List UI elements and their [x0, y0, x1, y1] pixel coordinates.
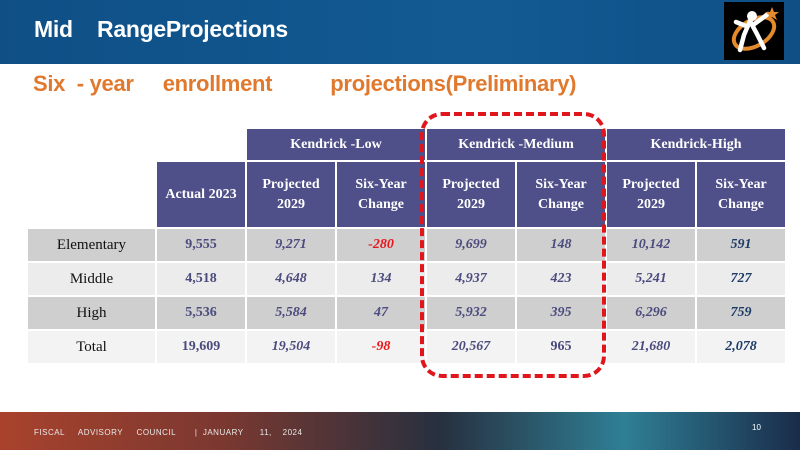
actual-value: 19,609 [157, 331, 245, 363]
row-label: Elementary [28, 229, 155, 261]
footer-text: FISCAL ADVISORY COUNCIL | JANUARY 11, 20… [34, 428, 303, 437]
high-change-value: 727 [697, 263, 785, 295]
high-change-value: 2,078 [697, 331, 785, 363]
sub-header-row: Actual 2023 Projected 2029 Six-Year Change… [28, 162, 785, 227]
group-header-high: Kendrick-High [607, 129, 785, 160]
low-change-header: Six-Year Change [337, 162, 425, 227]
high-projected-value: 10,142 [607, 229, 695, 261]
low-change-value: -280 [337, 229, 425, 261]
medium-change-value: 395 [517, 297, 605, 329]
low-change-value: 134 [337, 263, 425, 295]
table-row-middle: Middle 4,518 4,648 134 4,937 423 5,241 7… [28, 263, 785, 295]
medium-projected-value: 4,937 [427, 263, 515, 295]
figure-with-star-logo-icon [724, 2, 784, 60]
high-projected-value: 5,241 [607, 263, 695, 295]
empty-corner-cell [28, 129, 155, 160]
enrollment-projection-table: Kendrick -Low Kendrick -Medium Kendrick-… [26, 127, 787, 365]
low-change-value: -98 [337, 331, 425, 363]
actual-2023-header: Actual 2023 [157, 162, 245, 227]
group-header-row: Kendrick -Low Kendrick -Medium Kendrick-… [28, 129, 785, 160]
row-label: High [28, 297, 155, 329]
row-label: Middle [28, 263, 155, 295]
low-projected-value: 19,504 [247, 331, 335, 363]
page-number: 10 [752, 423, 761, 432]
table-row-high: High 5,536 5,584 47 5,932 395 6,296 759 [28, 297, 785, 329]
medium-projected-value: 5,932 [427, 297, 515, 329]
high-change-value: 759 [697, 297, 785, 329]
group-header-medium: Kendrick -Medium [427, 129, 605, 160]
medium-projected-header: Projected 2029 [427, 162, 515, 227]
medium-change-value: 148 [517, 229, 605, 261]
medium-projected-value: 20,567 [427, 331, 515, 363]
table-row-total: Total 19,609 19,504 -98 20,567 965 21,68… [28, 331, 785, 363]
slide-subtitle: Six - year enrollment projections(Prelim… [33, 71, 577, 96]
high-projected-value: 21,680 [607, 331, 695, 363]
actual-value: 9,555 [157, 229, 245, 261]
high-projected-value: 6,296 [607, 297, 695, 329]
empty-label-header-cell [28, 162, 155, 227]
logo-graphic [731, 7, 779, 53]
medium-projected-value: 9,699 [427, 229, 515, 261]
group-header-low: Kendrick -Low [247, 129, 425, 160]
low-projected-value: 5,584 [247, 297, 335, 329]
row-label: Total [28, 331, 155, 363]
table-row-elementary: Elementary 9,555 9,271 -280 9,699 148 10… [28, 229, 785, 261]
slide-title: Mid RangeProjections [34, 16, 288, 42]
medium-change-header: Six-Year Change [517, 162, 605, 227]
actual-value: 5,536 [157, 297, 245, 329]
header-bar [0, 0, 800, 64]
medium-scenario-highlight [420, 112, 606, 378]
footer-band [0, 412, 800, 450]
low-change-value: 47 [337, 297, 425, 329]
low-projected-header: Projected 2029 [247, 162, 335, 227]
low-projected-value: 4,648 [247, 263, 335, 295]
high-projected-header: Projected 2029 [607, 162, 695, 227]
actual-value: 4,518 [157, 263, 245, 295]
high-change-value: 591 [697, 229, 785, 261]
low-projected-value: 9,271 [247, 229, 335, 261]
medium-change-value: 423 [517, 263, 605, 295]
high-change-header: Six-Year Change [697, 162, 785, 227]
empty-header-cell [157, 129, 245, 160]
